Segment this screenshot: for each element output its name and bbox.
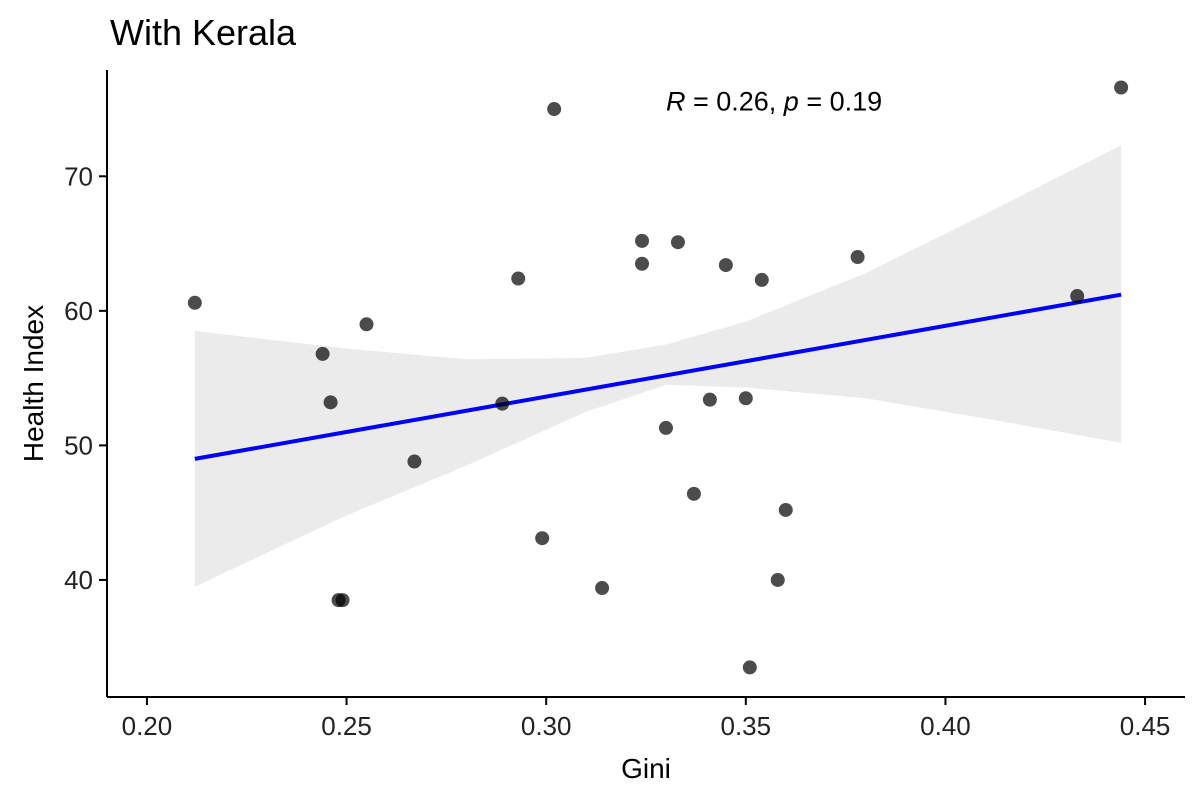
x-axis-label: Gini: [621, 753, 671, 784]
data-point: [702, 392, 717, 407]
data-point: [850, 250, 865, 265]
confidence-band: [194, 145, 1122, 587]
data-point: [670, 235, 685, 250]
x-tick-label: 0.45: [1120, 711, 1171, 741]
y-tick-label: 40: [64, 565, 93, 595]
y-tick-label: 50: [64, 430, 93, 460]
data-point: [407, 454, 422, 469]
y-tick-label: 70: [64, 161, 93, 191]
data-point: [718, 258, 733, 273]
data-point: [511, 271, 526, 286]
data-point: [738, 391, 753, 406]
data-point: [187, 295, 202, 310]
points-layer: [187, 80, 1129, 675]
x-tick-label: 0.25: [321, 711, 372, 741]
chart-title: With Kerala: [110, 12, 297, 53]
x-tick-label: 0.35: [721, 711, 772, 741]
regression-layer: [194, 292, 1122, 461]
x-tick-label: 0.30: [521, 711, 572, 741]
data-point: [635, 256, 650, 271]
data-point: [770, 572, 785, 587]
data-point: [315, 346, 330, 361]
data-point: [742, 660, 757, 675]
data-point: [1114, 80, 1129, 95]
data-point: [658, 420, 673, 435]
data-point: [547, 102, 562, 117]
data-point: [535, 531, 550, 546]
axes-layer: 0.20 0.25 0.30 0.35 0.40 0.45 40 50 60 70 Gini Heal…: [18, 70, 1185, 784]
annotation-r-symbol: R: [666, 86, 686, 116]
data-point: [635, 233, 650, 248]
data-point: [335, 593, 350, 608]
y-axis-label: Health Index: [18, 305, 49, 462]
data-point: [359, 317, 374, 332]
annotation-p-value: = 0.19: [799, 86, 882, 116]
confidence-band-layer: [194, 145, 1122, 587]
regression-line: [194, 292, 1122, 461]
annotation-r-value: = 0.26,: [685, 86, 783, 116]
data-point: [323, 395, 338, 410]
y-tick-label: 60: [64, 296, 93, 326]
data-point: [686, 486, 701, 501]
x-tick-label: 0.40: [920, 711, 971, 741]
stats-annotation: R = 0.26, p = 0.19: [666, 86, 882, 116]
data-point: [778, 502, 793, 517]
data-point: [754, 272, 769, 287]
annotation-p-symbol: p: [783, 86, 799, 116]
data-point: [1070, 289, 1085, 304]
annotation-layer: R = 0.26, p = 0.19: [666, 86, 882, 116]
x-tick-label: 0.20: [122, 711, 173, 741]
data-point: [595, 581, 610, 596]
data-point: [495, 396, 510, 411]
